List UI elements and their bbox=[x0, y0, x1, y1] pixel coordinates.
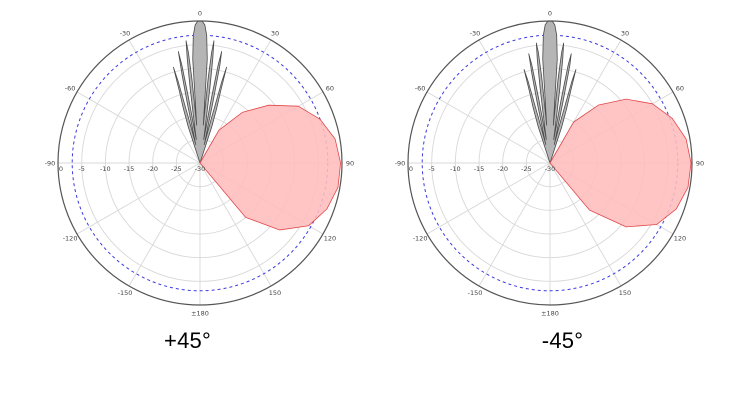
radial-tick-label: -15 bbox=[474, 165, 485, 173]
radial-tick-label: 0 bbox=[409, 165, 413, 173]
radial-tick-label: -5 bbox=[428, 165, 434, 173]
radial-tick-label: -5 bbox=[78, 165, 84, 173]
angle-tick-label: -120 bbox=[413, 234, 428, 242]
angle-tick-label: 60 bbox=[326, 84, 334, 92]
radial-tick-label: -20 bbox=[147, 165, 158, 173]
polar-chart-panel-left: 0 30 60 90 120 150 ±180 -150 -120 -90 -60 -30 0 -5 -10… bbox=[45, 9, 354, 353]
polar-chart-panel-right: 0 30 60 90 120 150 ±180 -150 -120 -90 -60 -30 0 -5 -10… bbox=[375, 0, 750, 400]
radial-tick-label: -10 bbox=[450, 165, 461, 173]
radial-tick-label: -20 bbox=[497, 165, 508, 173]
angle-tick-label: 120 bbox=[674, 234, 686, 242]
angle-tick-label: 90 bbox=[696, 159, 704, 167]
angle-tick-label: 120 bbox=[324, 234, 336, 242]
outer-ring bbox=[57, 20, 343, 306]
grid-spoke bbox=[426, 91, 551, 164]
angle-tick-label: -30 bbox=[120, 29, 131, 37]
angle-tick-label: -60 bbox=[415, 84, 426, 92]
grid-spoke bbox=[199, 162, 272, 287]
grid-spoke bbox=[128, 162, 201, 287]
grid-spoke bbox=[128, 39, 201, 164]
angle-tick-label: 30 bbox=[271, 29, 279, 37]
chart-caption-right: -45° bbox=[541, 328, 584, 353]
angle-tick-label: -90 bbox=[395, 159, 406, 167]
angle-tick-label: -90 bbox=[45, 159, 56, 167]
radial-tick-label: -15 bbox=[124, 165, 135, 173]
radial-tick-label: -25 bbox=[171, 165, 182, 173]
angle-tick-label: 0 bbox=[548, 9, 552, 17]
radial-tick-label: 0 bbox=[59, 165, 63, 173]
radial-tick-label: -30 bbox=[195, 165, 206, 173]
angle-tick-label: -150 bbox=[468, 289, 483, 297]
side-lobe-pattern bbox=[199, 104, 341, 231]
grid-spoke bbox=[76, 91, 201, 164]
radial-tick-label: -30 bbox=[545, 165, 556, 173]
chart-caption-left: +45° bbox=[164, 328, 211, 353]
angle-tick-label: -120 bbox=[63, 234, 78, 242]
angle-tick-label: -30 bbox=[470, 29, 481, 37]
angle-tick-label: 60 bbox=[676, 84, 684, 92]
side-lobe-pattern bbox=[549, 98, 692, 228]
angle-tick-label: 30 bbox=[621, 29, 629, 37]
grid-spoke bbox=[478, 39, 551, 164]
angle-tick-label: ±180 bbox=[191, 309, 209, 317]
radial-tick-label: -10 bbox=[100, 165, 111, 173]
polar-chart-right: 0 30 60 90 120 150 ±180 -150 -120 -90 -60 -30 0 -5 -10… bbox=[395, 9, 704, 317]
angle-tick-label: ±180 bbox=[541, 309, 559, 317]
radial-tick-label: -25 bbox=[521, 165, 532, 173]
grid-spoke bbox=[76, 162, 201, 235]
angle-tick-label: 150 bbox=[269, 289, 281, 297]
grid-spoke bbox=[426, 162, 551, 235]
angle-tick-label: 0 bbox=[198, 9, 202, 17]
grid-spoke bbox=[549, 162, 622, 287]
angle-tick-label: -150 bbox=[118, 289, 133, 297]
angle-tick-label: 150 bbox=[619, 289, 631, 297]
angle-tick-label: 90 bbox=[346, 159, 354, 167]
polar-chart-left: 0 30 60 90 120 150 ±180 -150 -120 -90 -60 -30 0 -5 -10… bbox=[45, 9, 354, 317]
outer-ring bbox=[407, 20, 693, 306]
grid-spoke bbox=[478, 162, 551, 287]
angle-tick-label: -60 bbox=[65, 84, 76, 92]
